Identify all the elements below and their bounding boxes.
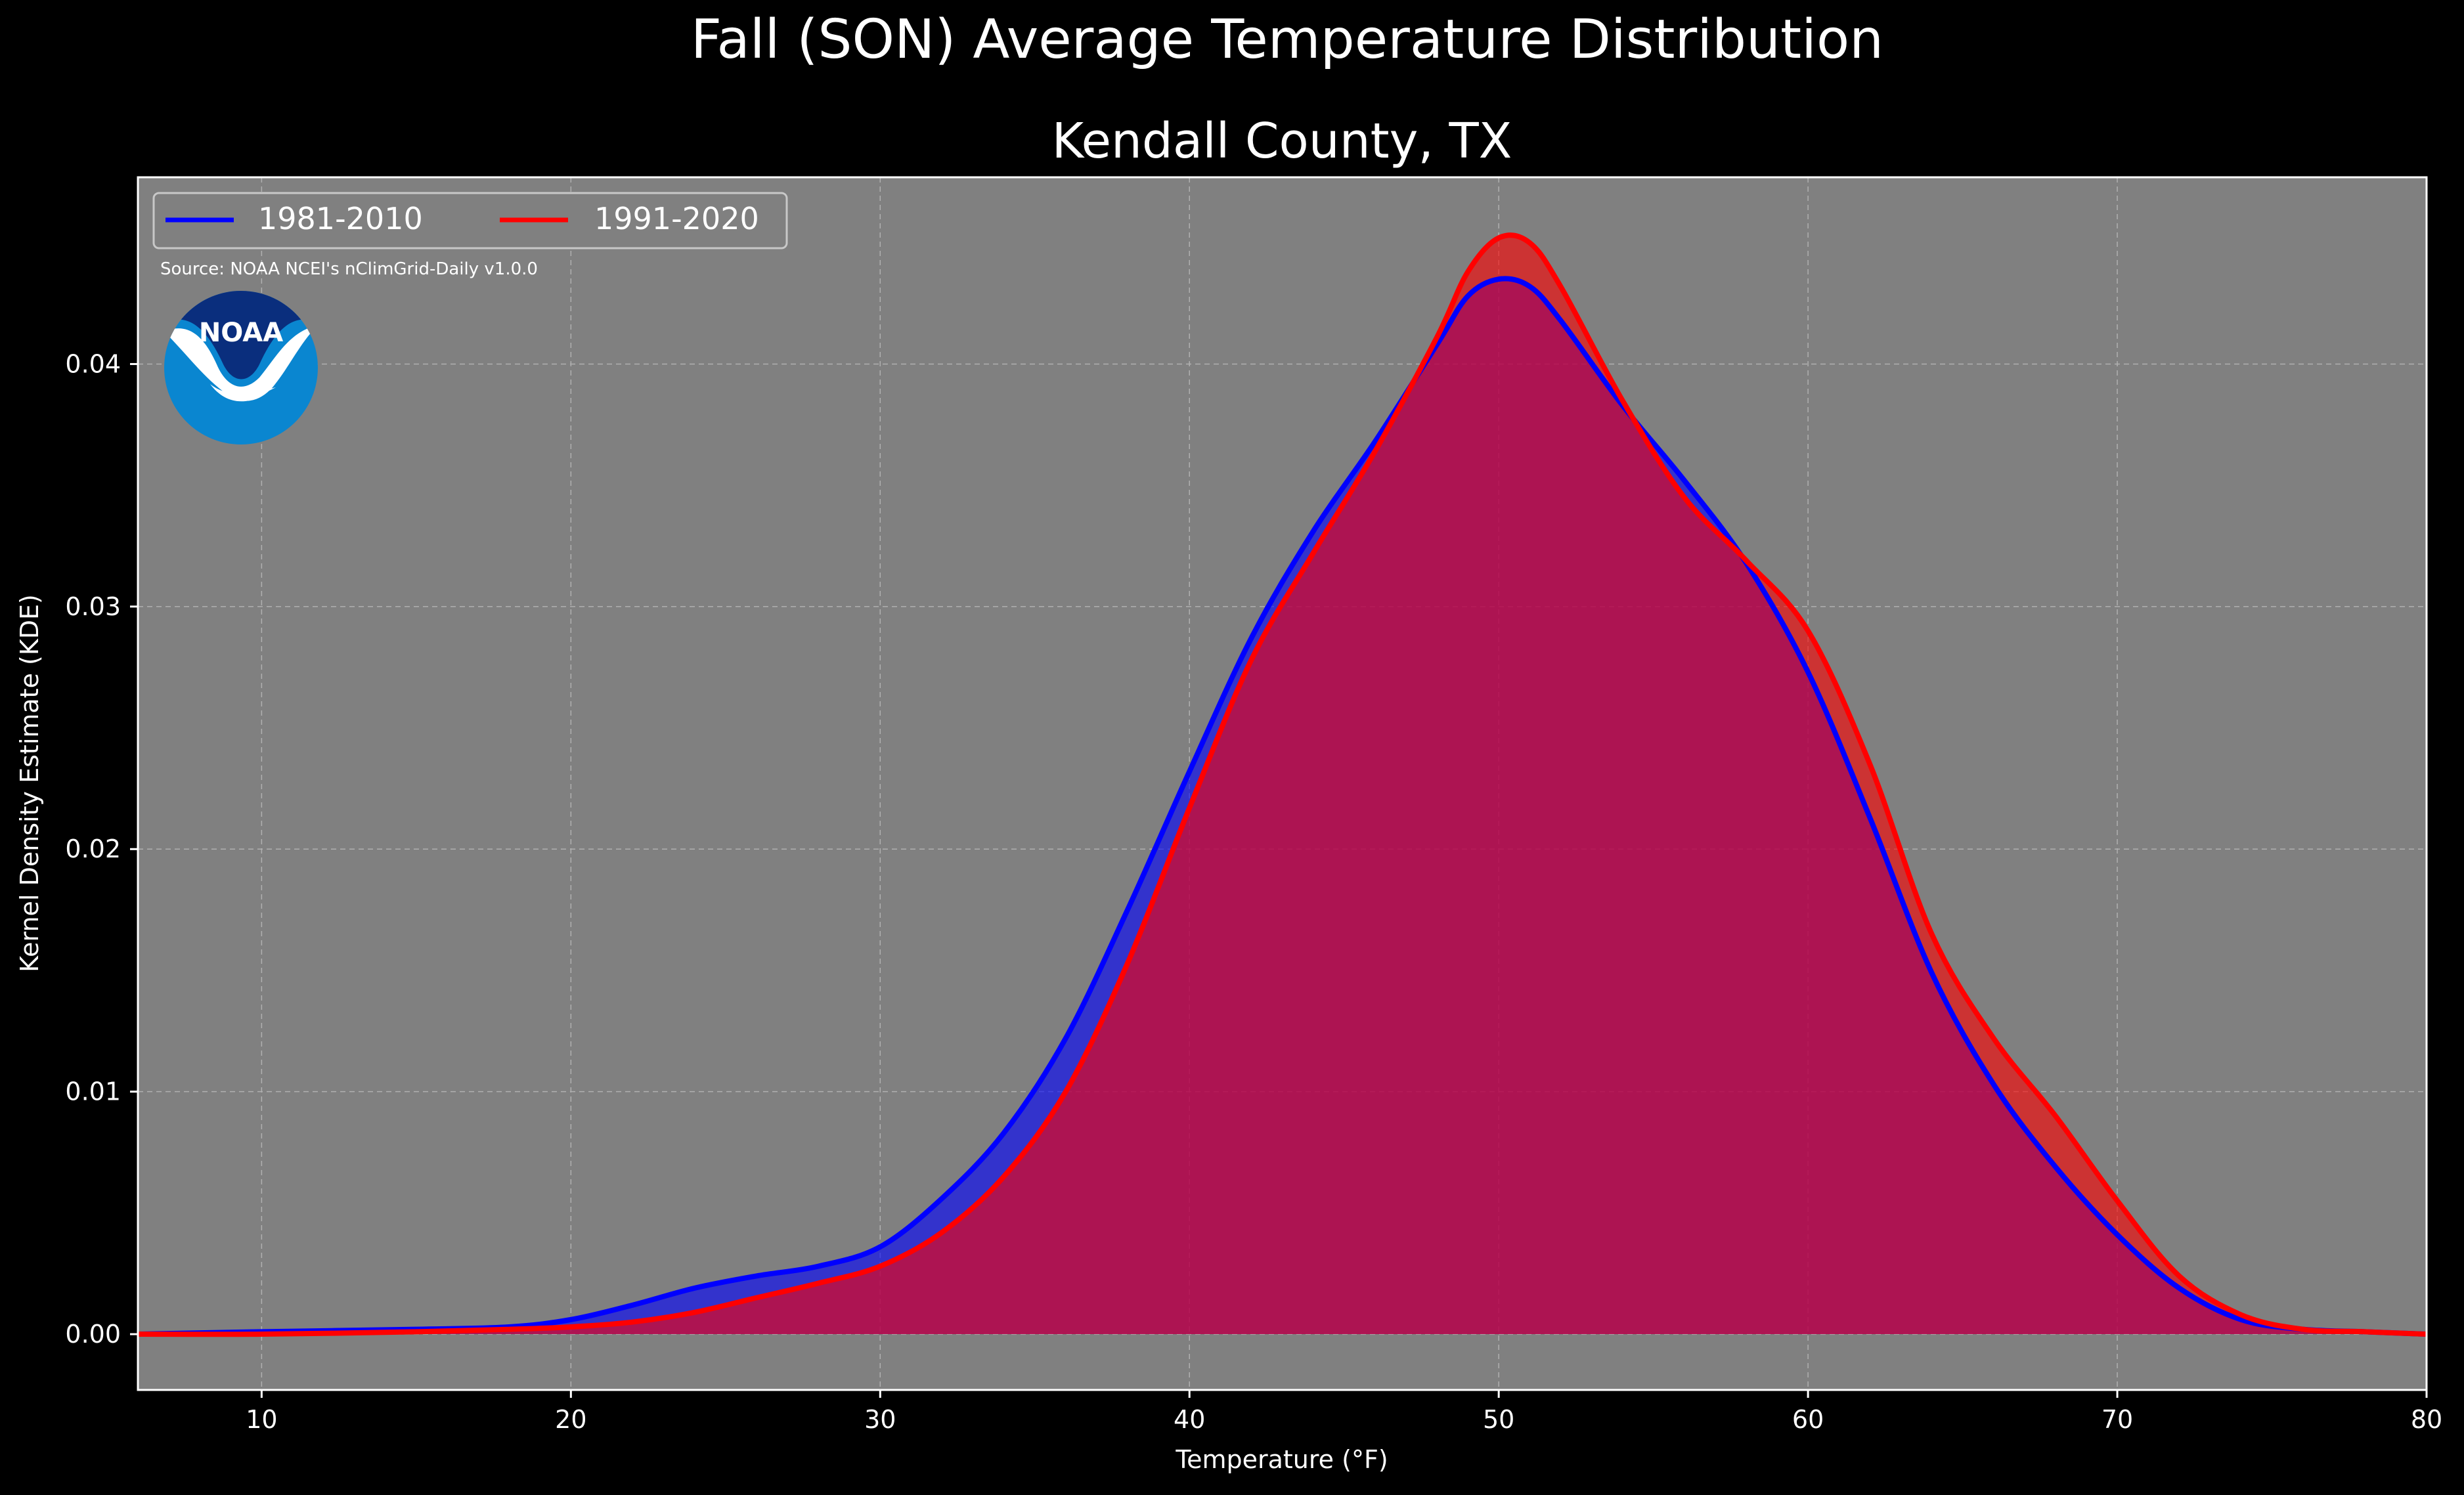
x-tick-label: 20 bbox=[555, 1405, 586, 1434]
x-axis-ticks: 10 20 30 40 50 60 70 80 bbox=[246, 1390, 2442, 1434]
noaa-logo-gull-wing bbox=[210, 384, 276, 402]
legend-label-1991-2020: 1991-2020 bbox=[594, 201, 759, 236]
x-tick-label: 10 bbox=[246, 1405, 277, 1434]
area-fill-1991-2020 bbox=[138, 235, 2427, 1335]
y-axis-label: Kernel Density Estimate (KDE) bbox=[15, 594, 44, 972]
x-tick-label: 70 bbox=[2101, 1405, 2133, 1434]
noaa-logo-top bbox=[164, 291, 318, 379]
noaa-logo-gull-icon bbox=[164, 325, 318, 401]
series-line-1991-2020 bbox=[138, 232, 2427, 1337]
y-axis-ticks: 0.00 0.01 0.02 0.03 0.04 bbox=[65, 349, 138, 1349]
y-tick-label: 0.00 bbox=[65, 1320, 121, 1349]
x-axis-label: Temperature (°F) bbox=[1175, 1445, 1388, 1474]
x-tick-label: 60 bbox=[1792, 1405, 1824, 1434]
legend-box bbox=[152, 192, 788, 249]
y-tick-label: 0.02 bbox=[65, 834, 121, 863]
source-note: Source: NOAA NCEI's nClimGrid-Daily v1.0… bbox=[160, 259, 538, 279]
legend-label-1981-2010: 1981-2010 bbox=[258, 201, 423, 236]
x-tick-label: 40 bbox=[1174, 1405, 1205, 1434]
x-tick-label: 80 bbox=[2411, 1405, 2442, 1434]
chart-title: Fall (SON) Average Temperature Distribut… bbox=[691, 9, 1883, 71]
y-tick-label: 0.03 bbox=[65, 592, 121, 621]
noaa-logo-text: NOAA bbox=[199, 318, 283, 348]
noaa-logo: NOAA bbox=[164, 291, 318, 444]
density-areas bbox=[138, 232, 2427, 1337]
x-tick-label: 50 bbox=[1483, 1405, 1514, 1434]
legend: 1981-2010 1991-2020 bbox=[152, 192, 788, 249]
y-tick-label: 0.01 bbox=[65, 1077, 121, 1106]
plot-frame bbox=[137, 176, 2428, 1391]
y-tick-label: 0.04 bbox=[65, 349, 121, 378]
chart-subtitle: Kendall County, TX bbox=[1052, 113, 1512, 169]
x-tick-label: 30 bbox=[864, 1405, 896, 1434]
